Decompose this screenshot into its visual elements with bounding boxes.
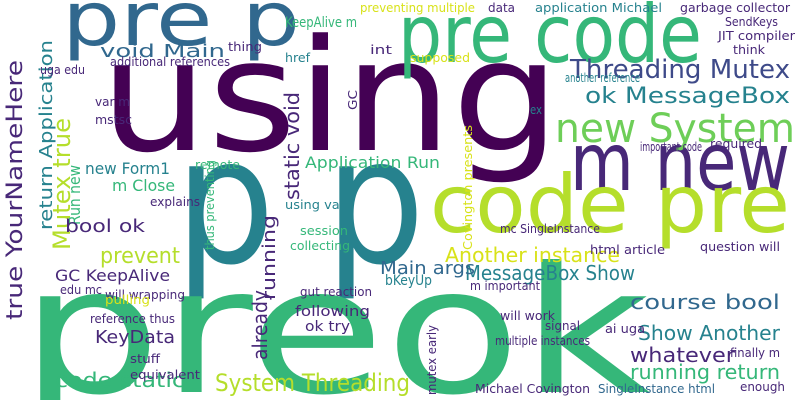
word: reference thus	[90, 312, 175, 326]
word: Show Another	[638, 321, 781, 345]
word: GC	[346, 90, 360, 110]
word: SendKeys	[725, 15, 778, 29]
word: collecting	[290, 239, 350, 253]
word: var m	[95, 95, 130, 109]
word: ex	[530, 103, 542, 117]
word: Main args	[380, 258, 475, 279]
word: ai uga	[605, 322, 645, 336]
word: required	[710, 137, 762, 151]
word: whatever	[630, 343, 736, 367]
word: supposed	[410, 51, 470, 65]
word: m Close	[112, 176, 175, 195]
word: JIT compiler	[717, 29, 795, 43]
word: new System	[555, 106, 795, 152]
word: using var	[285, 198, 345, 212]
word: Mutex true	[48, 118, 76, 250]
word: code pre	[430, 158, 790, 251]
word: application Michael	[535, 1, 662, 15]
word: bool ok	[65, 216, 146, 237]
word: garbage collector	[680, 1, 790, 15]
word: running	[259, 215, 280, 300]
word: SingleInstance html	[598, 382, 715, 396]
word: running return	[630, 360, 780, 384]
word: mc SingleInstance	[500, 222, 600, 236]
word: using	[100, 6, 560, 187]
word: uga edu	[40, 63, 85, 77]
word: data	[488, 1, 515, 15]
word: think	[733, 43, 765, 57]
word: Application Run	[305, 153, 440, 172]
word: Threading Mutex	[569, 55, 790, 85]
word: signal	[545, 319, 580, 333]
word: prevent	[100, 244, 180, 269]
word: true YourNameHere	[3, 60, 28, 320]
word: code static	[55, 368, 185, 392]
word: mstsc	[95, 113, 132, 127]
word: gut reaction	[300, 285, 372, 299]
word: ok MessageBox	[585, 84, 790, 109]
word: already	[248, 290, 272, 360]
word: will wrapping	[105, 288, 185, 302]
word: m new	[570, 116, 790, 209]
word: mutex early	[425, 325, 439, 395]
word: finally m	[730, 346, 780, 360]
word: preok	[20, 231, 650, 400]
word: Run new	[65, 165, 84, 225]
word: enough	[740, 380, 785, 394]
word: p p	[175, 101, 425, 304]
word: thing	[228, 40, 262, 54]
word: equivalent	[130, 368, 200, 382]
word: pre p	[62, 0, 300, 63]
word: course bool	[630, 290, 780, 314]
word: stuff	[130, 352, 161, 366]
word: GC KeepAlive	[55, 266, 170, 285]
word: another reference	[565, 71, 640, 85]
word: Covington presents	[461, 125, 475, 250]
word: System Threading	[215, 369, 410, 397]
word: int	[370, 43, 392, 57]
word: following	[295, 304, 370, 320]
word: html article	[590, 243, 665, 257]
word: ok try	[305, 319, 350, 335]
word: pulling	[105, 293, 150, 307]
word: KeyData	[95, 327, 175, 348]
word: thus preventing	[203, 160, 217, 250]
word: href	[285, 51, 311, 65]
word: void Main	[100, 41, 225, 62]
word: edu mc	[60, 283, 102, 297]
word: session	[300, 224, 348, 238]
word: new Form1	[85, 159, 170, 178]
word: important code	[640, 140, 702, 154]
word: Michael Covington	[475, 382, 590, 396]
word: multiple instances	[495, 334, 590, 348]
word: explains	[150, 195, 200, 209]
word: additional references	[110, 55, 230, 69]
word: static void	[280, 92, 304, 200]
word: return Application	[36, 40, 57, 230]
word: will work	[500, 309, 555, 323]
word: KeepAlive m	[285, 15, 357, 31]
word: remote	[195, 158, 240, 172]
word: preventing multiple	[360, 1, 475, 15]
word: bKeyUp	[385, 273, 432, 289]
word: Another instance	[445, 243, 620, 267]
word: m important	[470, 279, 540, 293]
word: MessageBox Show	[465, 261, 635, 285]
word: pre code	[398, 0, 702, 81]
word: question will	[700, 240, 780, 254]
